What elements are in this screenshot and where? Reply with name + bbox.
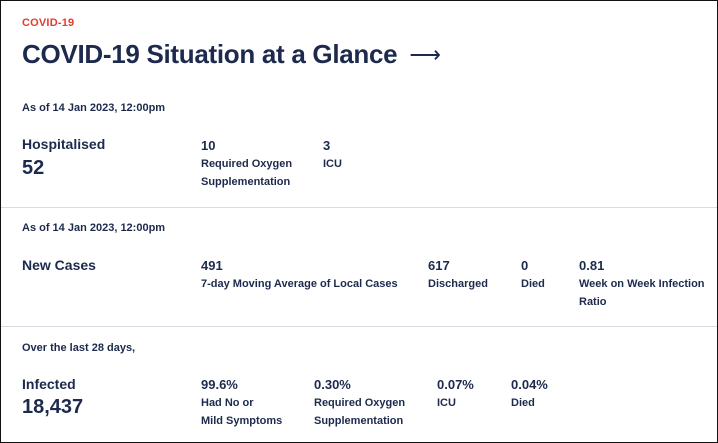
icu-desc: ICU xyxy=(323,158,342,170)
moving-average-desc: 7-day Moving Average of Local Cases xyxy=(201,278,398,290)
infected-total: 18,437 xyxy=(22,396,84,418)
infected-oxygen-desc-line2: Supplementation xyxy=(314,415,404,427)
died-value: 0 xyxy=(521,258,529,273)
new-cases-as-of: As of 14 Jan 2023, 12:00pm xyxy=(22,222,166,234)
infected-died-value: 0.04% xyxy=(511,377,548,392)
oxygen-desc-line1: Required Oxygen xyxy=(201,158,293,170)
hospitalised-total: 52 xyxy=(22,157,45,179)
category-tag[interactable]: COVID-19 xyxy=(22,17,75,29)
infected-label: Infected xyxy=(22,376,76,392)
infected-icu-value: 0.07% xyxy=(437,377,474,392)
icu-value: 3 xyxy=(323,138,331,153)
infected-oxygen-desc-line1: Required Oxygen xyxy=(314,397,406,409)
oxygen-desc-line2: Supplementation xyxy=(201,176,291,188)
page-title[interactable]: COVID-19 Situation at a Glance xyxy=(22,39,398,69)
infection-ratio-desc: Week on Week Infection Ratio xyxy=(579,275,705,311)
mild-symptoms-desc-line2: Mild Symptoms xyxy=(201,415,283,427)
mild-symptoms-value: 99.6% xyxy=(201,377,238,392)
infection-ratio-desc-line2: Ratio xyxy=(579,296,607,308)
oxygen-desc: Required Oxygen Supplementation xyxy=(201,155,292,191)
oxygen-value: 10 xyxy=(201,138,216,153)
hospitalised-label: Hospitalised xyxy=(22,136,106,152)
mild-symptoms-desc: Had No or Mild Symptoms xyxy=(201,394,282,430)
infected-died-desc: Died xyxy=(511,397,535,409)
hospitalised-as-of: As of 14 Jan 2023, 12:00pm xyxy=(22,102,166,114)
section-divider xyxy=(1,326,717,327)
died-desc: Died xyxy=(521,278,545,290)
discharged-desc: Discharged xyxy=(428,278,488,290)
mild-symptoms-desc-line1: Had No or xyxy=(201,397,254,409)
infected-oxygen-desc: Required Oxygen Supplementation xyxy=(314,394,405,430)
infection-ratio-value: 0.81 xyxy=(579,258,605,273)
section-divider xyxy=(1,207,717,208)
arrow-right-icon[interactable]: ⟶ xyxy=(409,41,441,67)
new-cases-label: New Cases xyxy=(22,257,96,273)
moving-average-value: 491 xyxy=(201,258,223,273)
infected-period: Over the last 28 days, xyxy=(22,342,136,354)
page-title-link[interactable]: COVID-19 Situation at a Glance ⟶ xyxy=(22,39,441,70)
infected-icu-desc: ICU xyxy=(437,397,456,409)
infected-oxygen-value: 0.30% xyxy=(314,377,351,392)
discharged-value: 617 xyxy=(428,258,450,273)
infection-ratio-desc-line1: Week on Week Infection xyxy=(579,278,705,290)
